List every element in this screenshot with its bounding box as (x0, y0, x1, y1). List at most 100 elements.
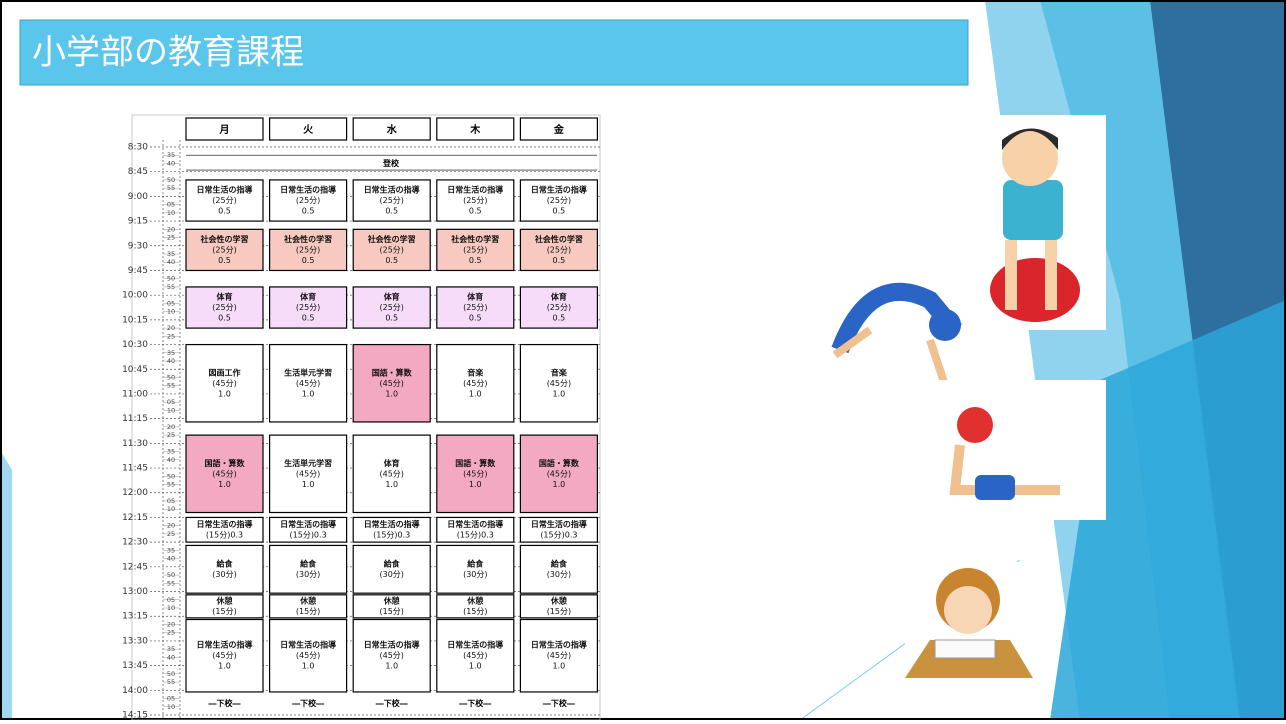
day-header: 水 (386, 123, 398, 136)
day-header: 木 (469, 123, 481, 136)
dismissal-label: ―下校― (459, 698, 491, 708)
lesson-box (352, 343, 431, 423)
lesson-text: 給食 (384, 559, 401, 569)
lesson-box (185, 434, 264, 514)
day-header: 火 (303, 124, 314, 136)
lesson-text: (30分) (212, 570, 236, 579)
lesson-text: (15分)0.3 (457, 531, 494, 540)
lesson-box (436, 228, 515, 272)
minute-label: 55 (167, 283, 175, 291)
minute-label: 10 (167, 703, 175, 711)
lesson-text: 1.0 (469, 389, 482, 398)
lesson-text: 生活単元学習 (284, 367, 332, 377)
lesson-box (185, 286, 264, 329)
lesson-text: (25分) (379, 303, 403, 312)
time-label: 9:00 (128, 192, 148, 202)
lesson-text: 0.5 (385, 256, 398, 265)
lesson-text: (45分) (547, 469, 571, 478)
lesson-box (352, 516, 431, 543)
lesson-text: 休憩 (216, 596, 233, 606)
minute-label: 55 (167, 184, 175, 192)
lesson-box (269, 286, 348, 329)
lesson-text: (25分) (463, 303, 487, 312)
lesson-text: 0.5 (302, 314, 315, 323)
day-header: 月 (219, 124, 230, 136)
time-label: 13:15 (122, 612, 148, 622)
lesson-text: 日常生活の指導 (531, 185, 587, 195)
title-bar (19, 19, 969, 86)
lesson-text: 1.0 (385, 389, 398, 398)
lesson-text: 日常生活の指導 (197, 185, 253, 195)
lesson-box (436, 286, 515, 329)
minute-label: 20 (167, 225, 175, 233)
lesson-box (269, 594, 348, 619)
lesson-text: (25分) (212, 245, 236, 254)
lesson-text: 社会性の学習 (534, 234, 583, 244)
lesson-text: 1.0 (302, 389, 315, 398)
lesson-box (352, 544, 431, 594)
lesson-box (269, 434, 348, 514)
minute-label: 10 (167, 308, 175, 316)
lesson-text: 1.0 (385, 662, 398, 671)
lesson-text: 日常生活の指導 (280, 519, 336, 529)
lesson-box (269, 228, 348, 272)
minute-label: 50 (167, 176, 175, 184)
lesson-text: 日常生活の指導 (447, 640, 503, 650)
minute-label: 40 (167, 456, 175, 464)
time-label: 11:30 (122, 439, 148, 449)
lesson-box (269, 544, 348, 594)
minute-label: 50 (167, 472, 175, 480)
day-header: 金 (553, 123, 565, 136)
lesson-box (185, 516, 264, 543)
time-label: 8:45 (128, 167, 148, 177)
time-label: 12:15 (122, 513, 148, 523)
minute-label: 40 (167, 258, 175, 266)
minute-label: 50 (167, 373, 175, 381)
minute-label: 25 (167, 234, 175, 242)
lesson-box (352, 618, 431, 693)
lesson-text: (45分) (296, 379, 320, 388)
lesson-text: 国語・算数 (539, 458, 580, 468)
minute-label: 35 (167, 250, 175, 258)
minute-label: 25 (167, 629, 175, 637)
lesson-box (352, 228, 431, 272)
lesson-box (269, 516, 348, 543)
lesson-text: 日常生活の指導 (364, 185, 420, 195)
lesson-text: 休憩 (383, 596, 400, 606)
time-label: 8:30 (128, 143, 148, 153)
lesson-box (519, 544, 599, 594)
lesson-box (436, 179, 515, 222)
lesson-box (436, 594, 515, 619)
minute-label: 35 (167, 349, 175, 357)
lesson-text: 生活単元学習 (284, 458, 332, 468)
lesson-text: 1.0 (553, 480, 566, 489)
minute-label: 25 (167, 332, 175, 340)
lesson-text: 日常生活の指導 (364, 519, 420, 529)
lesson-text: 0.5 (553, 256, 566, 265)
lesson-box (519, 228, 599, 272)
lesson-text: 体育 (467, 292, 483, 302)
timetable: 月 火 水 木 金 8:30 8:45 9:00 9:15 9:30 9:45 10:00 10:15 1… (122, 114, 601, 721)
lesson-text: (45分) (463, 469, 487, 478)
lesson-text: 0.5 (218, 207, 231, 216)
lesson-text: 国語・算数 (205, 458, 246, 468)
lesson-text: (30分) (463, 570, 487, 579)
lesson-text: 国語・算数 (455, 458, 496, 468)
minute-label: 05 (167, 497, 175, 505)
lesson-text: 1.0 (385, 480, 398, 489)
time-label: 13:45 (122, 661, 148, 671)
lesson-text: (45分) (296, 469, 320, 478)
lesson-text: 0.5 (469, 207, 482, 216)
time-label: 12:00 (122, 488, 148, 498)
lesson-text: (45分) (379, 469, 403, 478)
lesson-text: 1.0 (218, 480, 231, 489)
lesson-text: 1.0 (218, 389, 231, 398)
lesson-text: (15分) (379, 607, 403, 616)
lesson-text: 社会性の学習 (283, 234, 332, 244)
minute-label: 20 (167, 324, 175, 332)
lesson-box (519, 594, 599, 619)
lesson-text: 1.0 (302, 662, 315, 671)
lesson-text: (25分) (379, 196, 403, 205)
day-header-box (185, 117, 264, 141)
